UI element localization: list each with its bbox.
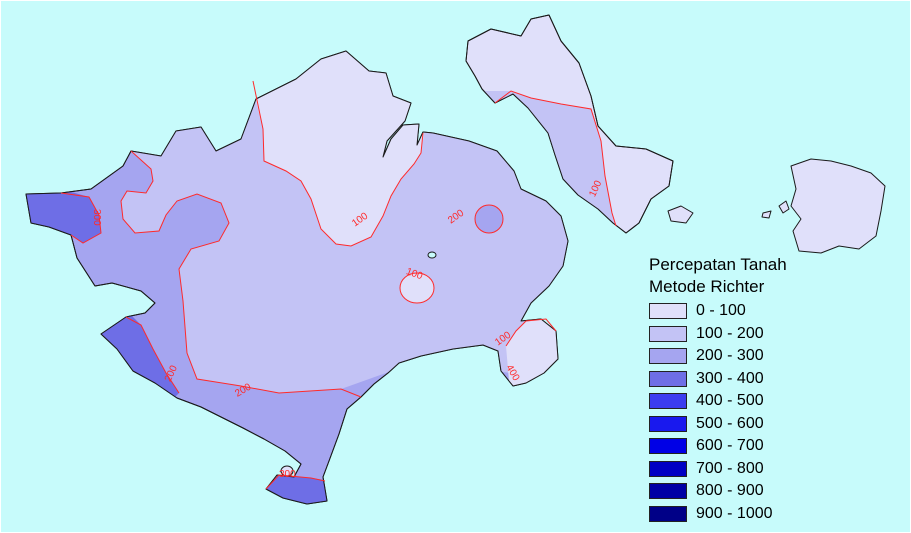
contour-line <box>494 90 617 227</box>
legend-item: 700 - 800 <box>649 458 829 481</box>
contour-line <box>474 204 504 234</box>
contour-line <box>265 474 326 490</box>
legend-item: 800 - 900 <box>649 480 829 503</box>
contour-line <box>252 80 424 247</box>
zone-300-400-southwest <box>91 313 179 401</box>
zone-300-400-west <box>26 181 101 243</box>
legend-label: 600 - 700 <box>696 437 764 455</box>
small-island-3 <box>778 200 790 214</box>
legend-item: 900 - 1000 <box>649 503 829 526</box>
legend-label: 400 - 500 <box>696 392 764 410</box>
contour-line <box>505 318 557 347</box>
legend-swatch <box>649 415 687 432</box>
legend-item: 300 - 400 <box>649 368 829 391</box>
legend-item: 0 - 100 <box>649 300 829 323</box>
legend-label: 300 - 400 <box>696 369 764 387</box>
main-island-coast <box>25 50 569 505</box>
legend-item: 400 - 500 <box>649 390 829 413</box>
legend-item: 600 - 700 <box>649 435 829 458</box>
legend-swatch <box>649 348 687 365</box>
contour-line <box>120 150 362 398</box>
legend-title-line1: Percepatan Tanah <box>649 255 787 274</box>
legend-title-line2: Metode Richter <box>649 277 765 296</box>
east-island <box>790 158 886 254</box>
legend-swatch <box>649 483 687 500</box>
legend-item: 100 - 200 <box>649 323 829 346</box>
legend-swatch <box>649 505 687 522</box>
legend-label: 900 - 1000 <box>696 504 773 522</box>
legend-label: 200 - 300 <box>696 347 764 365</box>
zone-0-100-circle <box>400 273 434 303</box>
legend-label: 700 - 800 <box>696 459 764 477</box>
legend-swatch <box>649 438 687 455</box>
legend-swatch <box>649 303 687 320</box>
legend-swatch <box>649 370 687 387</box>
contour-lines <box>60 80 617 490</box>
legend-label: 800 - 900 <box>696 482 764 500</box>
contour-line <box>125 316 180 394</box>
legend-swatch <box>649 393 687 410</box>
main-island <box>25 50 569 505</box>
contour-label: 300 <box>91 209 102 226</box>
contour-line <box>60 192 102 244</box>
legend-list: 0 - 100 100 - 200 200 - 300 300 - 400 40… <box>649 300 829 525</box>
legend: Percepatan Tanah Metode Richter 0 - 100 … <box>649 254 829 525</box>
legend-item: 500 - 600 <box>649 413 829 436</box>
zone-0-100-north <box>251 51 426 246</box>
legend-label: 500 - 600 <box>696 414 764 432</box>
legend-swatch <box>649 460 687 477</box>
contour-line <box>399 272 435 304</box>
small-island-2 <box>761 210 772 219</box>
northeast-coast <box>465 14 674 234</box>
small-island-1 <box>667 205 694 224</box>
legend-label: 0 - 100 <box>696 302 746 320</box>
inland-lake <box>427 251 437 259</box>
zone-200-300-circle <box>475 205 503 233</box>
legend-item: 200 - 300 <box>649 345 829 368</box>
contour-label: 300 <box>279 469 296 480</box>
legend-label: 100 - 200 <box>696 324 764 342</box>
legend-swatch <box>649 325 687 342</box>
